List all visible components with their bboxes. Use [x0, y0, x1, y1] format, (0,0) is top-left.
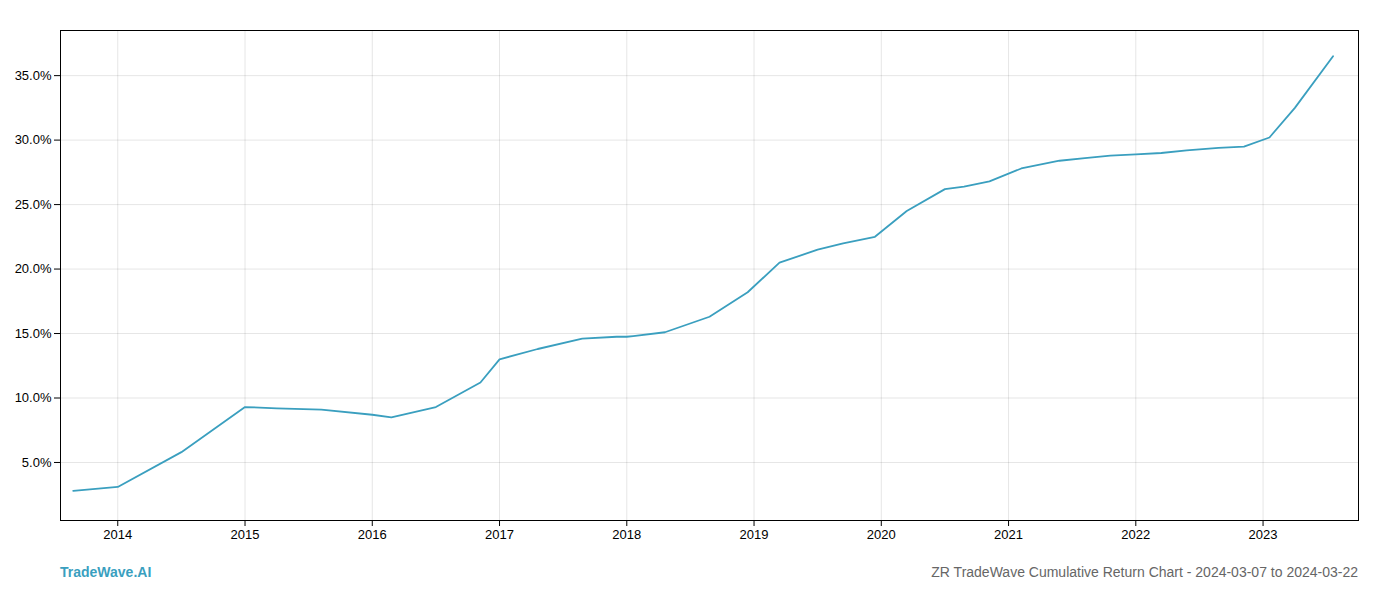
svg-text:15.0%: 15.0% [15, 326, 52, 341]
svg-text:2023: 2023 [1249, 527, 1278, 542]
svg-text:2020: 2020 [867, 527, 896, 542]
svg-text:5.0%: 5.0% [22, 455, 52, 470]
svg-text:2014: 2014 [103, 527, 132, 542]
svg-text:20.0%: 20.0% [15, 261, 52, 276]
svg-text:2022: 2022 [1121, 527, 1150, 542]
svg-text:35.0%: 35.0% [15, 68, 52, 83]
svg-text:2018: 2018 [612, 527, 641, 542]
svg-text:25.0%: 25.0% [15, 197, 52, 212]
svg-text:30.0%: 30.0% [15, 132, 52, 147]
svg-text:2019: 2019 [740, 527, 769, 542]
html-text:ZR TradeWave Cumulative Return: ZR TradeWave Cumulative Return Chart - 2… [931, 564, 1358, 580]
svg-text:2017: 2017 [485, 527, 514, 542]
svg-text:2016: 2016 [358, 527, 387, 542]
svg-text:2021: 2021 [994, 527, 1023, 542]
svg-text:10.0%: 10.0% [15, 390, 52, 405]
svg-text:2015: 2015 [231, 527, 260, 542]
html-text:TradeWave.AI: TradeWave.AI [60, 564, 152, 580]
